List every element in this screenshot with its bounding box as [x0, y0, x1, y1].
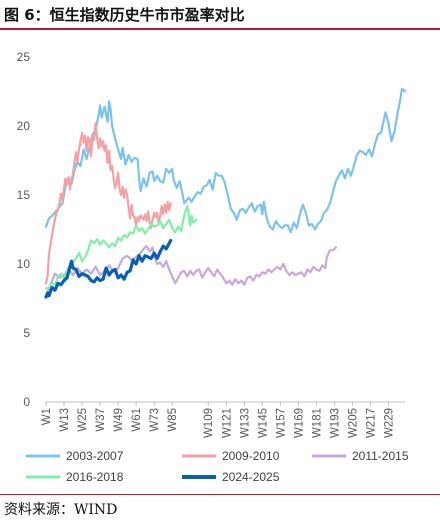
x-tick-label: W13 [59, 408, 71, 432]
x-tick-label: W85 [167, 408, 179, 432]
y-tick-label: 15 [17, 188, 31, 202]
x-tick-label: W1 [41, 408, 53, 425]
x-tick-label: W73 [149, 408, 161, 432]
x-tick-label: W49 [113, 408, 125, 432]
source-bar: 资料来源：WIND [0, 494, 440, 521]
x-tick-label: W157 [275, 408, 287, 438]
figure-title: 图 6：恒生指数历史牛市市盈率对比 [4, 6, 245, 24]
y-tick-label: 10 [17, 257, 31, 271]
y-tick-label: 0 [23, 395, 30, 409]
legend-label-2011-2015: 2011-2015 [352, 449, 409, 463]
y-axis: 0 5 10 15 20 25 [17, 50, 31, 409]
x-tick-label: W37 [95, 408, 107, 432]
y-tick-label: 5 [23, 326, 30, 340]
series-lines [44, 87, 407, 299]
x-tick-label: W205 [347, 408, 359, 438]
x-tick-label: W217 [365, 408, 377, 438]
x-tick-label: W25 [77, 408, 89, 432]
x-tick-label: W61 [131, 408, 143, 432]
x-tick-label: W229 [383, 408, 395, 438]
series-line-2024-2025 [44, 238, 173, 299]
legend-label-2009-2010: 2009-2010 [222, 449, 280, 463]
x-tick-label: W109 [203, 408, 215, 438]
legend: 2003-2007 2009-2010 2011-2015 2016-2018 2024… [26, 449, 409, 484]
legend-label-2003-2007: 2003-2007 [66, 449, 124, 463]
x-tick-label: W169 [293, 408, 305, 438]
x-axis: W1 W13 W25 W37 W49 W61 W73 W85 W109 W121 W133 W145 W… [41, 401, 405, 438]
series-line-2011-2015 [44, 245, 337, 299]
x-tick-label: W145 [257, 408, 269, 438]
source-label: 资料来源：WIND [4, 502, 118, 518]
y-tick-label: 20 [17, 119, 31, 133]
x-tick-label: W121 [221, 408, 233, 438]
legend-label-2024-2025: 2024-2025 [222, 470, 280, 484]
x-tick-label: W193 [329, 408, 341, 438]
y-tick-label: 25 [17, 50, 31, 64]
series-line-2003-2007 [44, 87, 407, 234]
x-tick-label: W181 [311, 408, 323, 438]
figure-title-bar: 图 6：恒生指数历史牛市市盈率对比 [0, 0, 440, 30]
x-tick-label: W133 [239, 408, 251, 438]
legend-label-2016-2018: 2016-2018 [66, 470, 124, 484]
